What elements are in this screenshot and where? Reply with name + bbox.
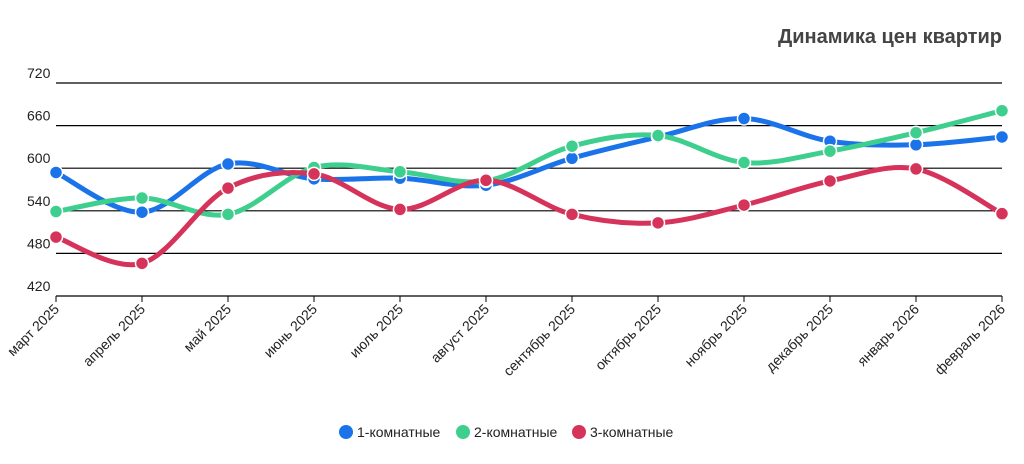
x-tick-label: август 2025	[427, 301, 492, 366]
data-point	[822, 143, 838, 159]
y-tick-label: 480	[27, 235, 51, 251]
data-point	[48, 165, 64, 180]
data-point	[48, 204, 64, 219]
data-point	[908, 125, 924, 140]
data-point	[478, 173, 494, 188]
x-tick-label: июль 2025	[346, 301, 406, 361]
data-point	[220, 156, 236, 172]
series-3	[48, 161, 1010, 271]
series-lines	[48, 103, 1010, 271]
data-point	[392, 202, 408, 217]
legend-label: 2-комнатные	[474, 424, 558, 440]
legend-label: 3-комнатные	[590, 424, 674, 440]
x-tick-label: март 2025	[4, 301, 62, 359]
data-point	[908, 161, 924, 177]
data-point	[564, 138, 580, 154]
data-point	[822, 173, 838, 189]
data-point	[48, 229, 64, 245]
data-point	[134, 256, 150, 271]
y-axis-ticks: 420 480 540 600 660 720	[27, 65, 51, 294]
data-point	[994, 103, 1010, 118]
x-tick-label: сентябрь 2025	[500, 301, 578, 379]
x-tick-label: ноябрь 2025	[681, 301, 750, 370]
data-point	[306, 166, 322, 182]
x-tick-label: декабрь 2025	[762, 301, 836, 375]
x-tick-label: январь 2026	[854, 301, 922, 369]
y-tick-label: 720	[27, 65, 51, 81]
legend-item: 1-комнатные	[339, 424, 441, 440]
x-tick-label: апрель 2025	[80, 301, 149, 370]
x-tick-label: май 2025	[180, 301, 234, 355]
data-point	[736, 197, 752, 213]
data-point	[994, 129, 1010, 145]
y-tick-label: 420	[27, 278, 51, 294]
legend-marker	[456, 425, 470, 439]
x-tick-label: июнь 2025	[260, 301, 320, 361]
y-tick-label: 540	[27, 193, 51, 209]
chart-title: Динамика цен квартир	[778, 26, 1002, 48]
data-point	[220, 180, 236, 196]
data-point	[994, 206, 1010, 221]
x-axis-ticks: март 2025 апрель 2025 май 2025 июнь 2025 июл…	[4, 296, 1008, 379]
data-point	[736, 155, 752, 170]
series-2	[48, 103, 1010, 222]
data-point	[392, 164, 408, 179]
grid-lines	[56, 82, 1002, 297]
legend-item: 2-комнатные	[456, 424, 558, 440]
data-point	[736, 111, 752, 126]
legend-marker	[339, 425, 353, 439]
legend-marker	[572, 425, 586, 439]
y-tick-label: 600	[27, 150, 51, 166]
data-point	[134, 190, 150, 206]
data-point	[564, 151, 580, 166]
data-point	[220, 207, 236, 222]
data-point	[650, 128, 666, 143]
x-tick-label: февраль 2026	[931, 301, 1008, 378]
data-point	[134, 204, 150, 220]
legend-item: 3-комнатные	[572, 424, 674, 440]
legend: 1-комнатные 2-комнатные 3-комнатные	[339, 424, 674, 440]
legend-label: 1-комнатные	[357, 424, 441, 440]
data-point	[908, 137, 924, 153]
data-point	[650, 215, 666, 231]
series-line	[53, 108, 1005, 218]
y-tick-label: 660	[27, 108, 51, 124]
x-tick-label: октябрь 2025	[592, 301, 664, 373]
data-point	[564, 207, 580, 222]
